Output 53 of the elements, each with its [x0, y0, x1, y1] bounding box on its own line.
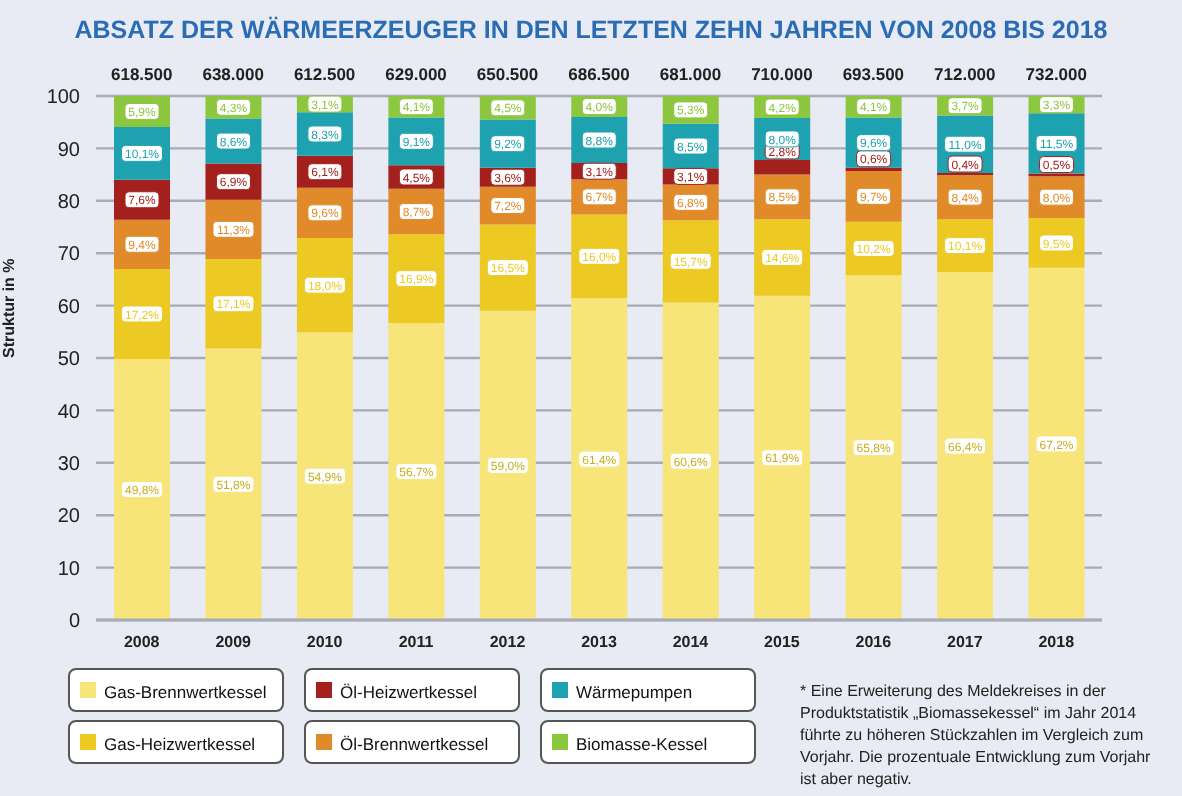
text: * Eine Erweiterung des Meldekreises in der Produktstatistik „Biomassekessel“ im Jahr 2014 führte zu höheren Stückzahlen im Vergleich zum Vorjahr. Die prozentuale Entwicklung zum Vorjahr ist aber negativ. — [800, 680, 1153, 790]
x-tick-label: 2010 — [306, 633, 344, 652]
bar — [754, 295, 811, 620]
bar — [662, 302, 719, 620]
text: 650.500 — [476, 64, 539, 84]
x-tick-label: 2015 — [764, 633, 801, 652]
legend-label: Gas-Heizwertkessel — [104, 734, 256, 754]
text: 629.000 — [385, 64, 448, 84]
legend-label: Wärmepumpen — [576, 682, 693, 702]
text: 693.500 — [842, 64, 905, 84]
y-tick-label: 90 — [57, 139, 81, 162]
x-tick-label: 2013 — [581, 633, 618, 652]
x-tick-label: 2008 — [123, 633, 161, 652]
bar — [937, 272, 994, 620]
bar — [479, 310, 536, 620]
x-tick-label: 2014 — [672, 633, 710, 652]
y-tick-label: 0 — [68, 611, 81, 634]
bar — [845, 275, 902, 620]
y-tick-label: 100 — [46, 87, 81, 110]
y-tick-label: 20 — [57, 506, 81, 529]
x-tick-label: 2016 — [855, 633, 893, 652]
y-axis-title: Struktur in % — [0, 258, 18, 358]
y-tick-label: 60 — [57, 296, 81, 319]
bar — [1028, 267, 1085, 620]
legend-label: Öl-Brennwertkessel — [340, 734, 489, 754]
x-tick-label: 2009 — [215, 633, 253, 652]
chart-title: ABSATZ DER WÄRMEERZEUGER IN DEN LETZTEN ZEHN JAHREN VON 2008 BIS 2018 — [72, 16, 1110, 44]
text: 681.000 — [659, 64, 722, 84]
y-tick-label: 10 — [57, 558, 81, 581]
y-tick-label: 30 — [57, 453, 81, 476]
bar — [114, 359, 170, 620]
y-tick-label: 70 — [57, 244, 81, 267]
bar — [296, 332, 353, 620]
bar — [388, 322, 445, 620]
text: 638.000 — [202, 64, 265, 84]
legend-label: Biomasse-Kessel — [576, 734, 708, 754]
x-tick-label: 2018 — [1038, 633, 1076, 652]
bar — [205, 348, 262, 620]
x-tick-label: 2012 — [489, 633, 527, 652]
y-tick-label: 40 — [57, 401, 81, 424]
legend-label: Öl-Heizwertkessel — [340, 682, 477, 702]
text: 686.500 — [568, 64, 631, 84]
x-tick-label: 2011 — [398, 633, 435, 652]
text: 712.000 — [934, 64, 997, 84]
legend-label: Gas-Brennwertkessel — [104, 682, 267, 702]
y-tick-label: 50 — [57, 349, 81, 372]
x-tick-label: 2017 — [947, 633, 984, 652]
bar — [571, 298, 628, 620]
text: 732.000 — [1025, 64, 1088, 84]
text: 710.000 — [751, 64, 814, 84]
text: 618.500 — [110, 64, 173, 84]
text: 612.500 — [293, 64, 356, 84]
y-tick-label: 80 — [57, 191, 81, 214]
